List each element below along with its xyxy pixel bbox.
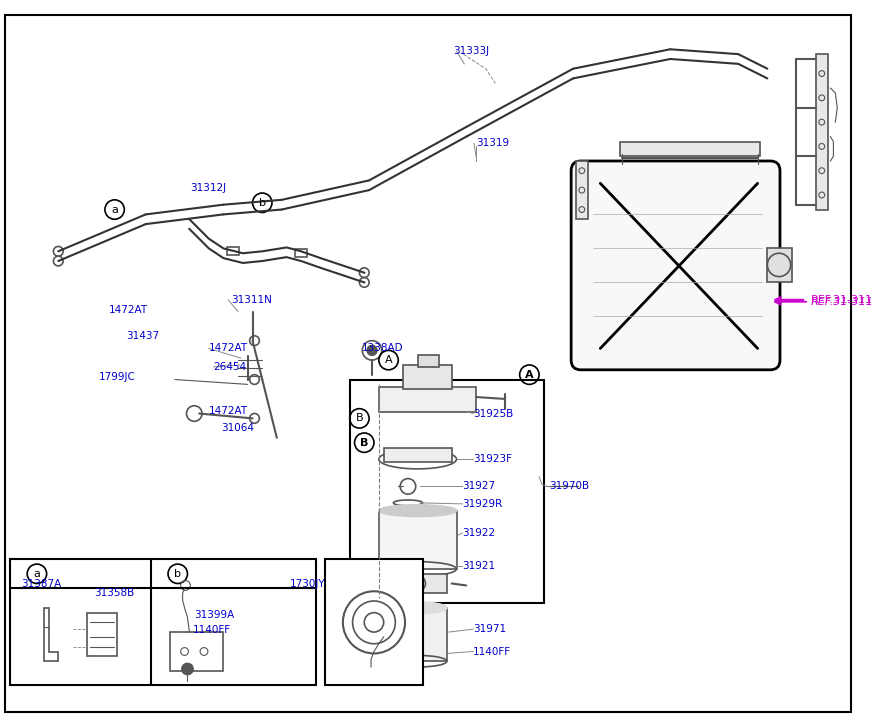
Text: 31311N: 31311N — [231, 295, 272, 305]
Circle shape — [367, 665, 375, 673]
Circle shape — [367, 345, 377, 356]
Text: 31064: 31064 — [221, 423, 255, 433]
Text: B: B — [356, 414, 363, 423]
Bar — [10, 559, 315, 686]
Bar — [576, 161, 588, 220]
Bar — [384, 448, 452, 462]
Bar — [619, 142, 759, 156]
Text: 31925B: 31925B — [473, 409, 514, 419]
Text: 1472AT: 1472AT — [209, 406, 248, 416]
Bar — [227, 247, 239, 255]
Text: a: a — [33, 569, 41, 579]
Text: 1799JC: 1799JC — [99, 371, 136, 382]
Text: B: B — [360, 438, 368, 448]
Bar — [767, 249, 792, 282]
Text: 31922: 31922 — [463, 528, 495, 538]
Text: REF.31-311: REF.31-311 — [811, 297, 874, 307]
Bar — [87, 613, 116, 656]
Text: 31927: 31927 — [463, 481, 495, 491]
Text: 1472AT: 1472AT — [108, 305, 148, 315]
Text: 31970B: 31970B — [549, 481, 589, 491]
Text: 1140FF: 1140FF — [192, 625, 231, 635]
Text: 31921: 31921 — [463, 561, 495, 571]
Bar — [379, 510, 456, 569]
Text: REF.31-311: REF.31-311 — [811, 295, 873, 305]
Text: 1338AD: 1338AD — [361, 343, 403, 353]
Text: 1140FF: 1140FF — [473, 646, 511, 656]
Text: 1730JY: 1730JY — [290, 579, 325, 589]
Text: 1472AT: 1472AT — [209, 343, 248, 353]
Text: 26454: 26454 — [214, 362, 247, 372]
Text: 31387A: 31387A — [21, 579, 62, 589]
Text: 31923F: 31923F — [473, 454, 512, 464]
Text: a: a — [111, 204, 118, 214]
Bar — [369, 611, 389, 649]
Circle shape — [181, 663, 193, 675]
Ellipse shape — [379, 505, 456, 516]
FancyBboxPatch shape — [571, 161, 780, 370]
Text: b: b — [259, 198, 266, 208]
Text: A: A — [385, 355, 392, 365]
Text: 31929R: 31929R — [463, 499, 502, 509]
Bar — [418, 356, 439, 367]
Bar — [295, 249, 307, 257]
Text: 31399A: 31399A — [195, 610, 234, 619]
Text: 31312J: 31312J — [190, 183, 226, 193]
Bar — [170, 632, 224, 671]
Text: 31319: 31319 — [476, 138, 509, 148]
Text: 31333J: 31333J — [454, 47, 490, 56]
Text: 31971: 31971 — [473, 624, 507, 634]
Bar — [389, 608, 447, 662]
Bar — [379, 387, 476, 411]
Bar — [389, 574, 447, 593]
Ellipse shape — [389, 602, 447, 614]
Text: b: b — [174, 569, 181, 579]
Text: 31437: 31437 — [126, 331, 159, 341]
Polygon shape — [44, 608, 58, 662]
Bar — [816, 54, 827, 209]
Bar — [325, 559, 423, 686]
Bar — [403, 365, 452, 389]
Text: 31358B: 31358B — [94, 588, 135, 598]
Text: A: A — [525, 369, 534, 379]
Bar — [350, 379, 544, 603]
